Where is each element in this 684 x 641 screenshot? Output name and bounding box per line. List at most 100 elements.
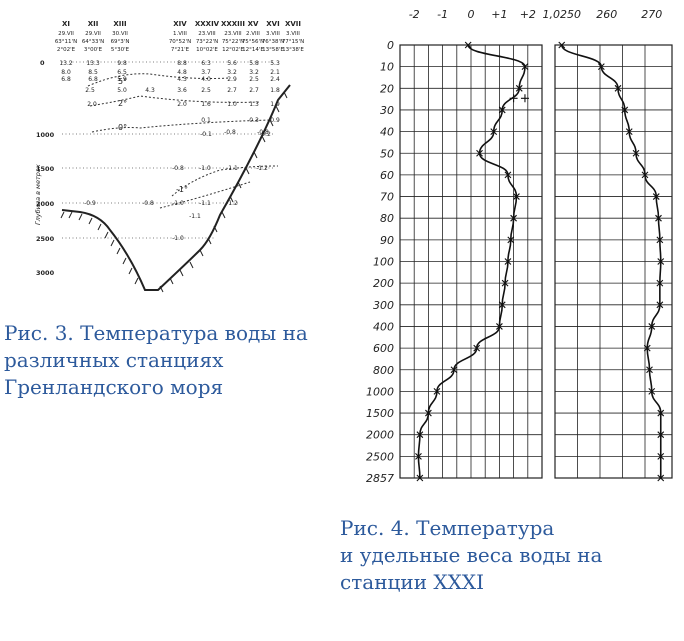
- data-point-marker: [657, 431, 665, 439]
- temperature-value: 5.3: [270, 60, 280, 67]
- depth-label: 10: [380, 61, 394, 74]
- x-tick-label: -2: [409, 8, 420, 21]
- station-longitude: 12°02'E: [222, 47, 244, 53]
- temperature-value: 2.5: [201, 87, 211, 94]
- temperature-value: 2.0: [87, 101, 97, 108]
- data-point-marker: [450, 366, 458, 374]
- station-longitude: 3°00'E: [84, 47, 103, 53]
- depth-label: 30: [380, 104, 394, 117]
- data-point-marker: [558, 41, 566, 49]
- data-point-marker: [656, 279, 664, 287]
- isotherm-deep: [159, 181, 251, 209]
- station-date: 23.VIII: [224, 31, 242, 37]
- temperature-value: -1.0: [199, 165, 211, 172]
- station-date: 29.VII: [85, 31, 101, 37]
- data-point-marker: [657, 452, 665, 460]
- data-point-marker: [504, 171, 512, 179]
- data-point-marker: [643, 344, 651, 352]
- station-longitude: 12°14'E: [242, 47, 264, 53]
- isotherm-minus1: [171, 165, 279, 197]
- temperature-value: 1.3: [249, 101, 259, 108]
- figure-4-caption-line-1: Рис. 4. Температура: [340, 516, 555, 540]
- depth-label: 1500: [366, 407, 394, 420]
- temperature-value: 2.1: [270, 69, 280, 76]
- figure-3-caption-line-1: Рис. 3. Температура воды на: [4, 321, 308, 345]
- depth-label: 100: [373, 256, 394, 269]
- station-date: 3.VIII: [286, 31, 300, 37]
- data-point-marker: [614, 84, 622, 92]
- figure-4-caption-line-3: станции XXXI: [340, 570, 485, 594]
- data-point-marker: [648, 323, 656, 330]
- temperature-value: 4.3: [177, 76, 187, 83]
- temperature-value: 2.7: [227, 87, 237, 94]
- temperature-value: 13.3: [86, 60, 100, 67]
- temperature-value: -0.8: [142, 200, 154, 207]
- temperature-value: 3.2: [249, 69, 259, 76]
- temperature-value: -1.1: [189, 213, 201, 220]
- station-number: XVI: [266, 20, 279, 28]
- depth-labels: 0 10 20 30 40 50 60 70 80 90 100 200 300 400 600 800 100…: [366, 39, 394, 485]
- station-longitude: 10°02'E: [196, 47, 218, 53]
- data-point-marker: [597, 63, 605, 71]
- temperature-value: 6.5: [117, 69, 127, 76]
- data-point-marker: [641, 171, 649, 179]
- station-longitude: 5°30'E: [111, 47, 130, 53]
- temperature-value: 1.6: [201, 101, 211, 108]
- depth-axis-title: Глубина в метрах: [34, 164, 42, 225]
- data-point-marker: [473, 344, 481, 352]
- temperature-value: -0.8: [172, 165, 184, 172]
- depth-label: 90: [380, 234, 394, 247]
- station-number: XXXIII: [221, 20, 245, 28]
- data-point-marker: [433, 388, 441, 395]
- data-point-marker: [496, 323, 503, 330]
- station-longitude: 7°21'E: [171, 47, 190, 53]
- temperature-value: -0.2: [259, 131, 271, 138]
- station-date: 2.VIII: [246, 31, 260, 37]
- data-point-marker: [625, 128, 633, 135]
- data-point-marker: [621, 106, 629, 114]
- isotherm-0: [91, 119, 271, 133]
- depth-label: 50: [380, 147, 394, 160]
- temperature-value: 1.0: [227, 101, 237, 108]
- data-point-marker: [415, 452, 422, 460]
- depth-label: 800: [373, 364, 394, 377]
- isotherm-label: 2°: [118, 99, 127, 108]
- station-number: XXXIV: [195, 20, 220, 28]
- isotherm-label: 0°: [118, 123, 127, 132]
- figure-4-chart: -2 -1 0 +1 +2 1,0250 260 270 0 10 20 30 40 50 60 70 80…: [366, 8, 673, 485]
- extra-point-marker: [520, 94, 529, 103]
- data-point-marker: [648, 388, 656, 395]
- depth-label: 400: [373, 320, 394, 333]
- station-number: XVII: [285, 20, 301, 28]
- data-point-marker: [652, 193, 660, 200]
- temperature-value: -1.0: [172, 200, 184, 207]
- depth-tick: 2000: [36, 200, 55, 208]
- temperature-value: 2.7: [249, 87, 259, 94]
- temperature-value: 2.4: [270, 76, 280, 83]
- temperature-value: 1.8: [270, 87, 280, 94]
- temperature-value: 2.0: [177, 101, 187, 108]
- temperature-value: 2.9: [227, 76, 237, 83]
- isotherm-2: [89, 95, 261, 107]
- station-longitude: 2°02'E: [57, 47, 76, 53]
- data-point-marker: [464, 41, 472, 49]
- temperature-panel: -2 -1 0 +1 +2: [399, 8, 543, 482]
- station-longitude: 13°38'E: [282, 47, 304, 53]
- data-point-marker: [515, 84, 523, 92]
- temperature-value: 6.8: [61, 76, 71, 83]
- temperature-value: 3.6: [177, 87, 187, 94]
- figure-4-caption-line-2: и удельные веса воды на: [340, 543, 603, 567]
- figure-3-caption: Рис. 3. Температура воды на различных ст…: [4, 320, 308, 401]
- temperature-value: 8.8: [177, 60, 187, 67]
- figure-3-caption-line-2: различных станциях: [4, 348, 224, 372]
- density-panel: 1,0250 260 270: [543, 8, 673, 482]
- depth-label: 40: [380, 126, 394, 139]
- depth-label: 60: [380, 169, 394, 182]
- data-point-marker: [655, 214, 662, 222]
- depth-label: 2857: [366, 472, 394, 485]
- temperature-value: -1.1: [199, 200, 211, 207]
- station-latitude: 75°56'N: [242, 39, 264, 45]
- station-headers: XI 29.VII 63°11'N 2°02'E XII 29.VII 64°33'N 3°0…: [55, 20, 305, 53]
- isotherm-labels: 5° 2° 0° -1°: [118, 77, 188, 194]
- depth-label: 1000: [366, 385, 394, 398]
